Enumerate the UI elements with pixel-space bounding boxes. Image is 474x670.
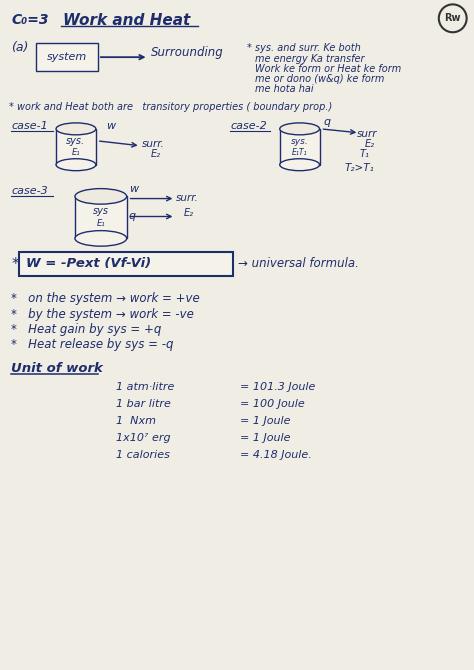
Bar	[36, 43, 98, 71]
Text: E₁T₁: E₁T₁	[292, 147, 307, 157]
Text: E₂: E₂	[364, 139, 374, 149]
Text: case-3: case-3	[11, 186, 48, 196]
Ellipse shape	[75, 189, 127, 204]
Text: (a): (a)	[11, 42, 29, 54]
Text: case-2: case-2	[230, 121, 267, 131]
Text: me energy Ka transfer: me energy Ka transfer	[255, 54, 365, 64]
Text: sys.: sys.	[66, 137, 85, 147]
Text: = 101.3 Joule: = 101.3 Joule	[240, 382, 315, 392]
Text: T₁: T₁	[359, 149, 369, 159]
Text: me hota hai: me hota hai	[255, 84, 313, 94]
Text: E₁: E₁	[72, 147, 80, 157]
Bar	[75, 196, 127, 239]
Text: 1 calories: 1 calories	[116, 450, 170, 460]
Text: q: q	[323, 117, 331, 127]
Text: C₀=3: C₀=3	[11, 13, 49, 27]
Text: w: w	[128, 184, 138, 194]
Text: 1 bar litre: 1 bar litre	[116, 399, 171, 409]
Ellipse shape	[56, 159, 96, 171]
Text: *   Heat gain by sys = +q: * Heat gain by sys = +q	[11, 323, 162, 336]
Text: Work ke form or Heat ke form: Work ke form or Heat ke form	[255, 64, 401, 74]
Text: 1x10⁷ erg: 1x10⁷ erg	[116, 433, 170, 443]
Ellipse shape	[280, 159, 319, 171]
Text: Work and Heat: Work and Heat	[63, 13, 190, 28]
Text: 1  Nxm: 1 Nxm	[116, 415, 156, 425]
Text: q: q	[128, 210, 136, 220]
Ellipse shape	[75, 230, 127, 246]
Text: case-1: case-1	[11, 121, 48, 131]
Text: W = -Pext (Vf-Vi): W = -Pext (Vf-Vi)	[26, 257, 151, 270]
Text: *   by the system → work = -ve: * by the system → work = -ve	[11, 308, 194, 321]
Text: sys: sys	[93, 206, 109, 216]
Text: surr.: surr.	[142, 139, 164, 149]
Text: w: w	[106, 121, 115, 131]
Text: * sys. and surr. Ke both: * sys. and surr. Ke both	[247, 43, 361, 53]
Text: → universal formula.: → universal formula.	[238, 257, 359, 270]
Text: T₂>T₁: T₂>T₁	[345, 163, 374, 173]
Text: *: *	[11, 257, 19, 272]
Text: 1 atm·litre: 1 atm·litre	[116, 382, 174, 392]
Text: Rw: Rw	[445, 13, 461, 23]
Ellipse shape	[56, 123, 96, 135]
Text: = 1 Joule: = 1 Joule	[240, 433, 291, 443]
Text: = 4.18 Joule.: = 4.18 Joule.	[240, 450, 312, 460]
Bar	[280, 129, 319, 165]
Bar	[56, 129, 96, 165]
Text: E₂: E₂	[151, 149, 161, 159]
Text: Unit of work: Unit of work	[11, 362, 103, 375]
Bar	[19, 253, 233, 276]
Text: E₂: E₂	[183, 208, 193, 218]
Text: Surrounding: Surrounding	[151, 46, 223, 59]
Text: *   on the system → work = +ve: * on the system → work = +ve	[11, 292, 200, 305]
Text: me or dono (w&q) ke form: me or dono (w&q) ke form	[255, 74, 384, 84]
Text: *   Heat release by sys = -q: * Heat release by sys = -q	[11, 338, 174, 351]
Ellipse shape	[280, 123, 319, 135]
Text: E₁: E₁	[97, 219, 105, 228]
Text: surr.: surr.	[176, 192, 199, 202]
Text: = 1 Joule: = 1 Joule	[240, 415, 291, 425]
Text: surr: surr	[357, 129, 378, 139]
Text: * work and Heat both are   transitory properties ( boundary prop.): * work and Heat both are transitory prop…	[9, 102, 333, 112]
Text: system: system	[47, 52, 87, 62]
Text: sys.: sys.	[291, 137, 309, 146]
Text: = 100 Joule: = 100 Joule	[240, 399, 305, 409]
